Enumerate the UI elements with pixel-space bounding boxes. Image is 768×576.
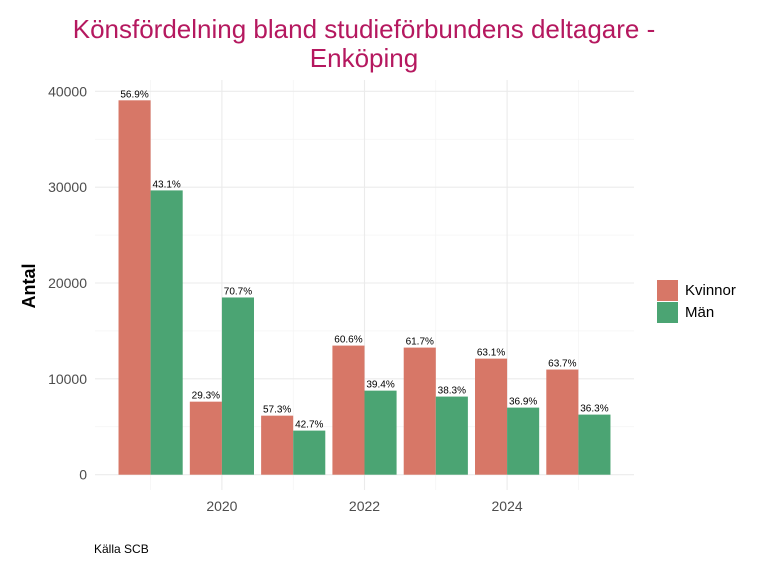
bar-man [507,407,540,475]
data-label: 70.7% [224,286,252,297]
x-tick-label: 2020 [206,498,237,514]
data-label: 61.7% [406,337,434,348]
legend-label-man: Män [685,303,715,321]
data-label: 39.4% [366,380,394,391]
data-label: 36.3% [580,404,608,415]
data-label: 56.9% [120,89,148,100]
x-tick-label: 2022 [349,498,380,514]
y-tick-label: 0 [79,467,87,483]
y-axis-title: Antal [19,264,39,309]
data-label: 57.3% [263,405,291,416]
bar-man [221,297,254,475]
legend-item-man: Män [657,301,736,323]
caption: Källa SCB [94,542,149,556]
legend-label-kvinnor: Kvinnor [685,281,736,299]
data-label: 36.9% [509,397,537,408]
data-label: 29.3% [192,391,220,402]
data-label: 60.6% [334,335,362,346]
y-tick-label: 30000 [48,179,87,195]
bar-kvinnor [332,345,365,475]
bar-kvinnor [189,401,222,475]
bar-man [364,390,397,475]
bar-kvinnor [403,347,436,475]
y-tick-label: 10000 [48,371,87,387]
bar-kvinnor [475,358,508,475]
x-tick-label: 2024 [492,498,523,514]
bar-kvinnor [261,415,294,475]
chart-title-line-2: Enköping [309,43,419,73]
chart-title: Könsfördelning bland studieförbundens de… [0,15,728,73]
legend-key-kvinnor [657,279,678,301]
bar-kvinnor [546,369,579,475]
bar-man [578,414,611,475]
bar-man [293,430,326,475]
data-label: 42.7% [295,420,323,431]
data-label: 63.7% [548,359,576,370]
chart-title-line-1: Könsfördelning bland studieförbundens de… [72,14,656,44]
bar-kvinnor [118,100,151,475]
y-tick-label: 40000 [48,83,87,99]
data-label: 38.3% [438,386,466,397]
data-label: 43.1% [152,179,180,190]
y-tick-label: 20000 [48,275,87,291]
bar-man [150,190,183,475]
legend: Kvinnor Män [657,279,736,323]
bar-man [435,396,468,475]
data-label: 63.1% [477,348,505,359]
legend-key-man [657,301,678,323]
legend-item-kvinnor: Kvinnor [657,279,736,301]
